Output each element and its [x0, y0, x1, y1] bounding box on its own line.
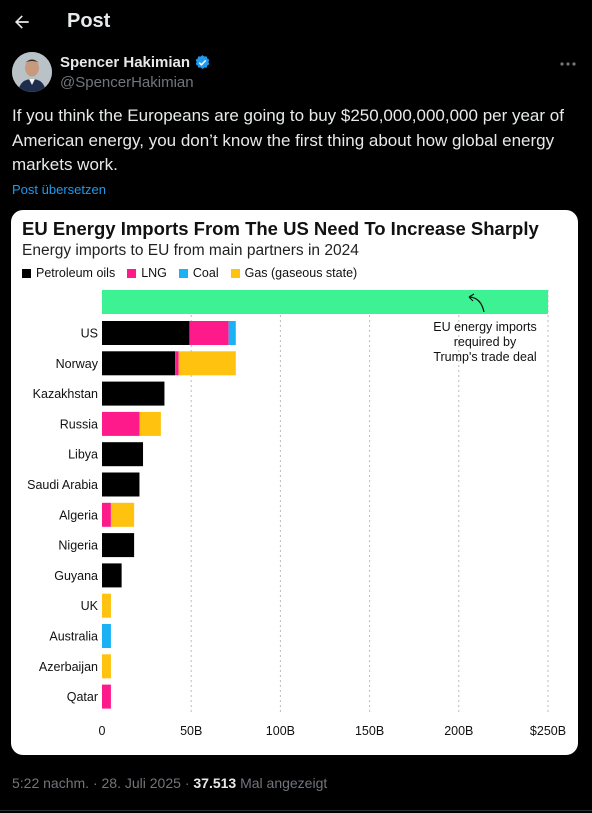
post-meta: 5:22 nachm. · 28. Juli 2025 · 37.513 Mal… — [12, 775, 327, 791]
x-tick-label: 100B — [266, 724, 295, 738]
post-date[interactable]: 28. Juli 2025 — [101, 775, 181, 791]
view-count-label: Mal angezeigt — [240, 775, 328, 791]
category-label: Algeria — [59, 508, 98, 522]
top-bar: Post — [0, 0, 592, 46]
bar-segment — [102, 654, 111, 679]
category-label: Norway — [56, 357, 99, 371]
category-label: Kazakhstan — [33, 387, 98, 401]
legend-label: Coal — [192, 266, 219, 280]
bar-segment — [102, 351, 176, 376]
post-time[interactable]: 5:22 nachm. — [12, 775, 90, 791]
legend-label: LNG — [141, 266, 167, 280]
legend-label: Petroleum oils — [36, 266, 116, 280]
annotation-text: required by — [454, 335, 517, 349]
bar-segment — [102, 502, 111, 527]
author-handle[interactable]: @SpencerHakimian — [60, 74, 194, 91]
category-label: Qatar — [67, 690, 98, 704]
bar-segment — [102, 442, 144, 467]
bar-segment — [102, 381, 165, 406]
bar-segment — [110, 502, 135, 527]
legend-item-coal: Coal — [178, 266, 219, 280]
category-label: Nigeria — [58, 539, 98, 553]
bar-segment — [139, 411, 161, 436]
bar-segment — [102, 593, 111, 618]
chart-title: EU Energy Imports From The US Need To In… — [22, 218, 539, 239]
legend-label: Gas (gaseous state) — [244, 266, 358, 280]
bar-segment — [102, 624, 111, 648]
legend-swatch — [22, 268, 31, 278]
category-label: Russia — [60, 417, 98, 431]
annotation-text: Trump's trade deal — [433, 350, 536, 364]
bar-segment — [102, 533, 135, 558]
chart-image[interactable]: EU Energy Imports From The US Need To In… — [11, 210, 578, 755]
category-label: US — [81, 327, 98, 341]
category-label: Saudi Arabia — [27, 478, 98, 492]
meta-separator: · — [184, 775, 190, 791]
bar-segment — [189, 321, 229, 345]
legend-item-petroleum: Petroleum oils — [22, 266, 115, 280]
bar-segment — [102, 563, 122, 588]
annotation-text: EU energy imports — [433, 320, 537, 334]
category-label: Libya — [68, 448, 98, 462]
bar-segment — [102, 684, 111, 709]
legend-swatch — [178, 268, 188, 278]
more-dots-icon — [560, 62, 576, 66]
translate-link[interactable]: Post übersetzen — [12, 182, 106, 197]
category-label: Australia — [49, 630, 98, 644]
bar-segment — [175, 351, 179, 376]
x-tick-label: 200B — [444, 724, 473, 738]
category-label: UK — [81, 599, 99, 613]
annotation-arrow — [469, 296, 485, 313]
author-name-text: Spencer Hakimian — [60, 54, 191, 71]
bar-segment — [102, 472, 140, 497]
annotation-arrowhead — [468, 293, 475, 302]
avatar[interactable] — [12, 52, 52, 92]
arrow-left-icon — [15, 15, 29, 29]
author-block: Spencer Hakimian @SpencerHakimian — [12, 52, 582, 94]
bar-segment — [102, 321, 190, 345]
x-tick-label: $250B — [530, 724, 566, 738]
author-name[interactable]: Spencer Hakimian — [60, 54, 211, 71]
target-bar — [102, 290, 548, 314]
more-options-button[interactable] — [556, 54, 580, 74]
bar-segment — [102, 411, 140, 436]
chart-subtitle: Energy imports to EU from main partners … — [22, 242, 359, 259]
tweet-text: If you think the Europeans are going to … — [12, 106, 564, 174]
bar-segment — [228, 321, 236, 345]
legend-swatch — [127, 268, 137, 278]
verified-badge-icon — [195, 55, 210, 69]
x-tick-label: 150B — [355, 724, 384, 738]
category-label: Guyana — [54, 569, 98, 583]
view-count: 37.513 — [193, 775, 237, 791]
x-tick-label: 50B — [180, 724, 202, 738]
legend-item-gas: Gas (gaseous state) — [230, 266, 358, 280]
legend-swatch — [230, 268, 240, 278]
divider — [0, 810, 592, 811]
x-tick-label: 0 — [99, 724, 106, 738]
legend-item-lng: LNG — [127, 266, 167, 280]
meta-separator: · — [92, 775, 98, 791]
chart-legend: Petroleum oils LNG Coal Gas (gaseous sta… — [22, 266, 357, 280]
bar-segment — [178, 351, 236, 376]
category-label: Azerbaijan — [39, 660, 98, 674]
page-title: Post — [67, 10, 111, 32]
back-button[interactable] — [8, 8, 36, 36]
